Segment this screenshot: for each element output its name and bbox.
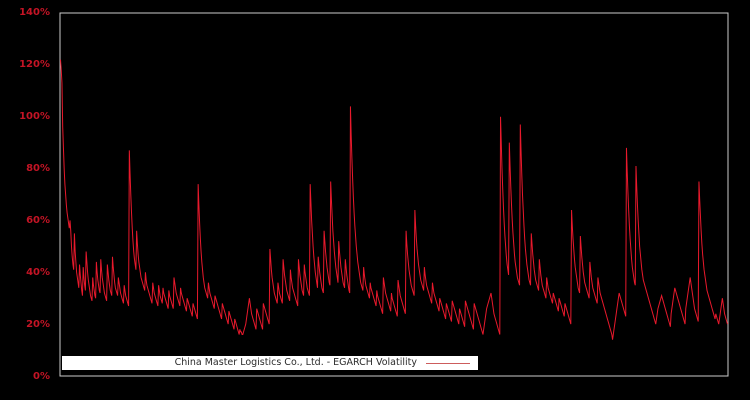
y-tick-label-60: 60%	[26, 215, 50, 226]
y-tick-label-40: 40%	[26, 267, 50, 278]
volatility-line	[60, 59, 728, 340]
plot-frame	[59, 12, 729, 377]
y-tick-label-80: 80%	[26, 163, 50, 174]
legend-line-sample	[426, 362, 470, 364]
y-tick-label-20: 20%	[26, 319, 50, 330]
legend-label: China Master Logistics Co., Ltd. - EGARC…	[174, 357, 417, 368]
y-tick-label-140: 140%	[19, 7, 50, 18]
chart-legend[interactable]: China Master Logistics Co., Ltd. - EGARC…	[62, 356, 478, 370]
y-tick-label-100: 100%	[19, 111, 50, 122]
y-tick-label-0: 0%	[33, 371, 50, 382]
y-tick-label-120: 120%	[19, 59, 50, 70]
